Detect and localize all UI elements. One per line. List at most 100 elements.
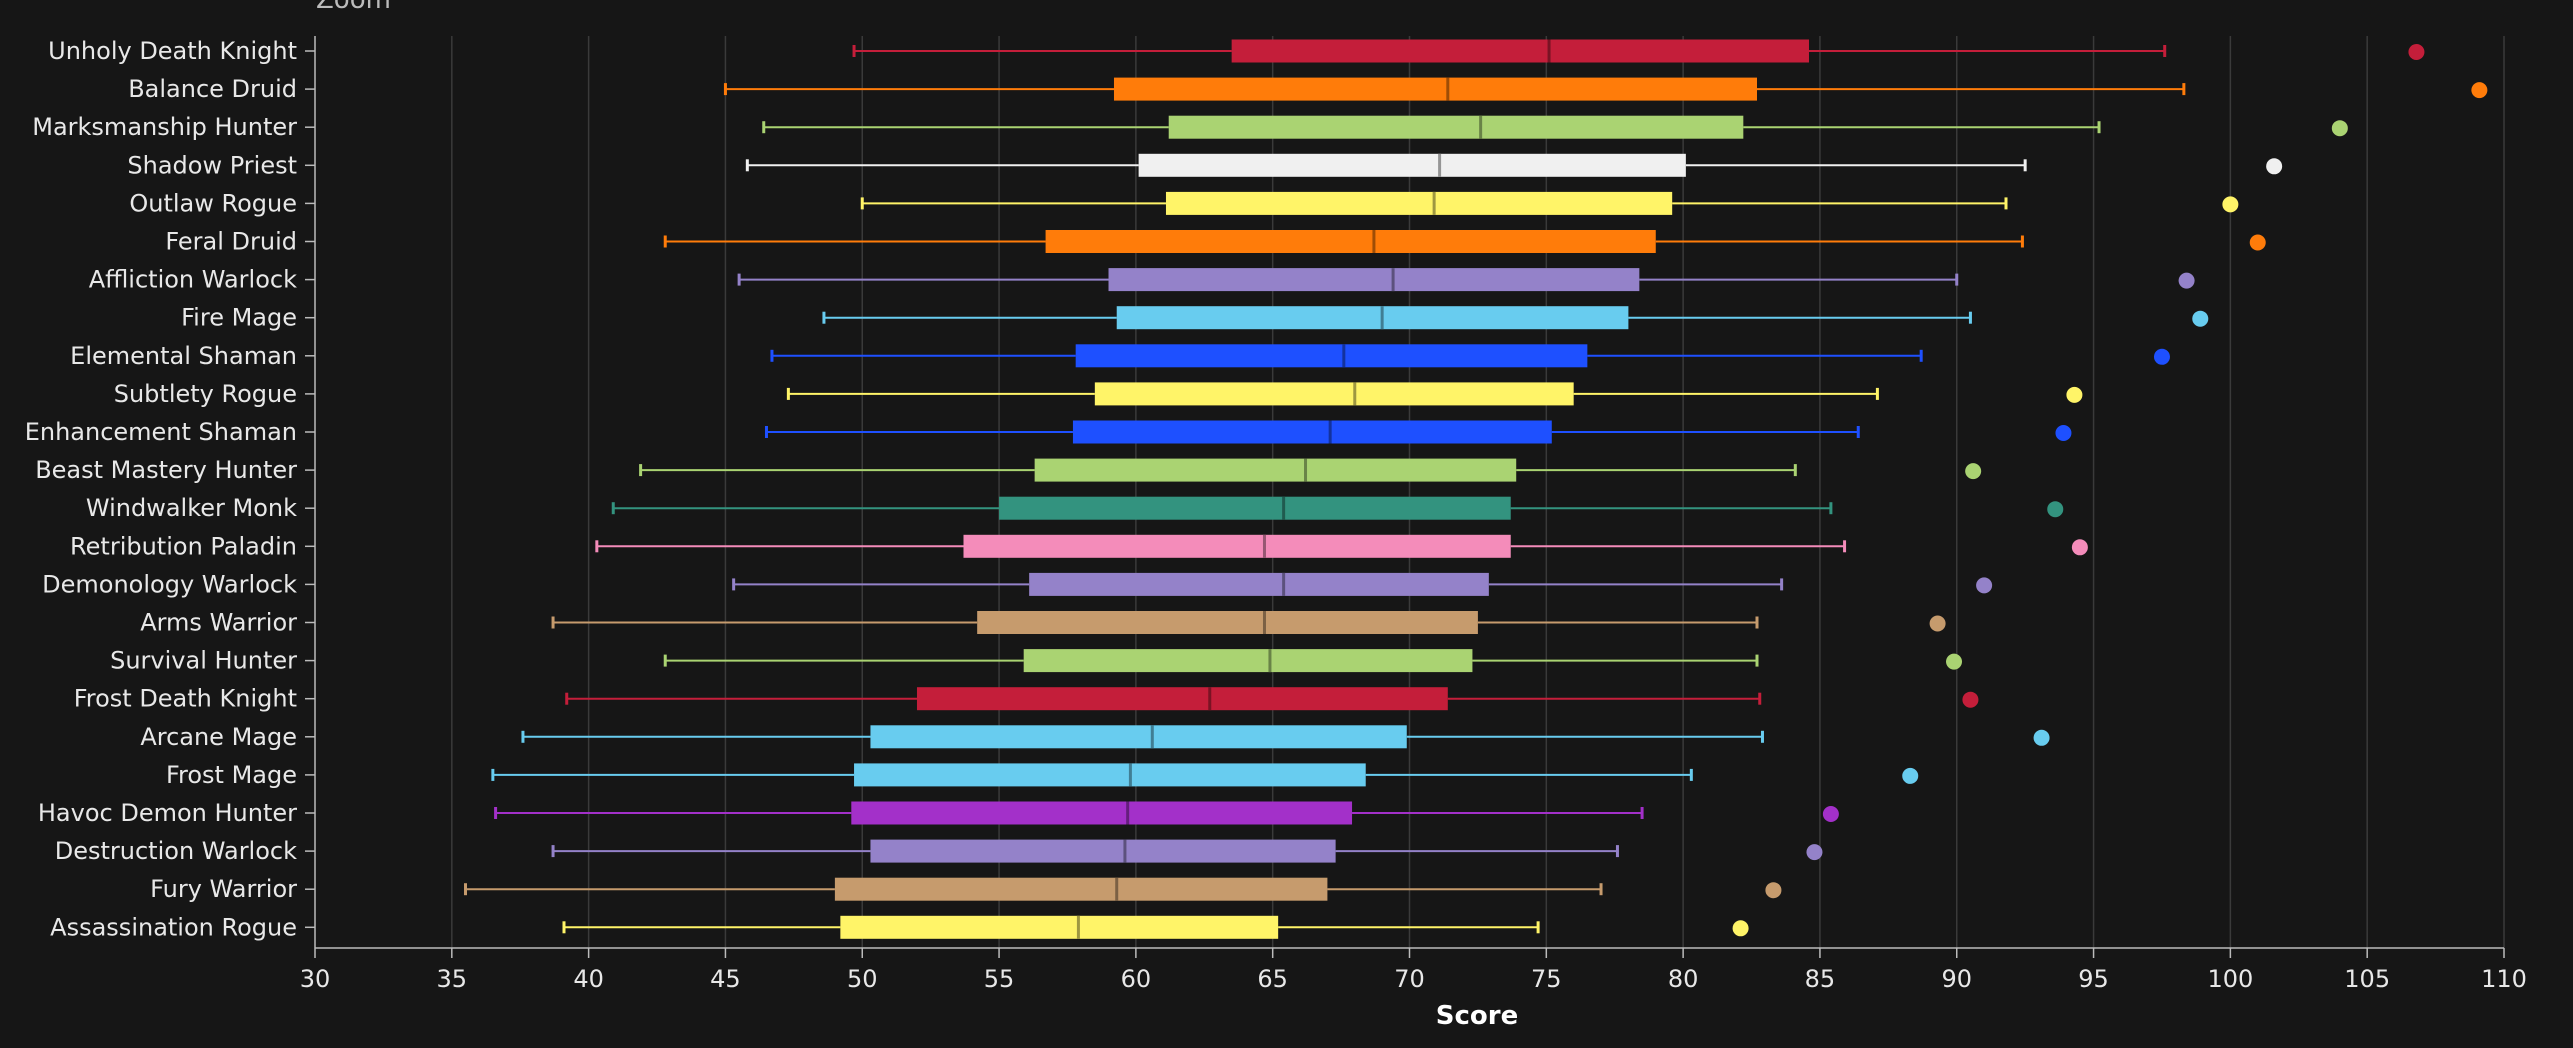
x-axis-title: Score xyxy=(1436,1001,1518,1031)
outlier-point[interactable] xyxy=(1976,577,1993,594)
box-fury-warrior[interactable] xyxy=(463,877,1782,901)
box-iqr xyxy=(999,496,1511,520)
box-survival-hunter[interactable] xyxy=(663,649,1963,673)
outlier-point[interactable] xyxy=(2222,196,2239,213)
box-iqr xyxy=(977,611,1478,634)
category-label-beast-mastery-hunter: Beast Mastery Hunter xyxy=(35,456,297,484)
outlier-point[interactable] xyxy=(1929,615,1946,632)
box-beast-mastery-hunter[interactable] xyxy=(639,458,1982,482)
box-havoc-demon-hunter[interactable] xyxy=(494,801,1839,825)
box-frost-mage[interactable] xyxy=(491,763,1919,787)
box-iqr xyxy=(870,839,1336,863)
category-label-shadow-priest: Shadow Priest xyxy=(127,151,297,179)
box-arcane-mage[interactable] xyxy=(521,725,2050,749)
outlier-point[interactable] xyxy=(1822,806,1839,822)
x-tick-label: 105 xyxy=(2344,965,2390,993)
outlier-point[interactable] xyxy=(2408,44,2425,60)
x-tick-label: 85 xyxy=(1805,965,1836,993)
box-iqr xyxy=(1072,420,1552,444)
grid-lines xyxy=(451,36,2505,948)
category-label-elemental-shaman: Elemental Shaman xyxy=(70,342,297,370)
outlier-point[interactable] xyxy=(2192,310,2209,327)
outlier-point[interactable] xyxy=(2066,386,2083,403)
outlier-point[interactable] xyxy=(1902,767,1919,784)
category-label-enhancement-shaman: Enhancement Shaman xyxy=(25,418,297,446)
box-windwalker-monk[interactable] xyxy=(611,496,2064,520)
box-outlaw-rogue[interactable] xyxy=(860,191,2239,215)
outlier-point[interactable] xyxy=(1732,920,1749,937)
outlier-point[interactable] xyxy=(1965,463,1982,480)
x-tick-label: 65 xyxy=(1257,965,1288,993)
outlier-point[interactable] xyxy=(2266,158,2283,175)
category-label-subtlety-rogue: Subtlety Rogue xyxy=(114,380,297,408)
box-demonology-warlock[interactable] xyxy=(732,572,1993,596)
category-label-affliction-warlock: Affliction Warlock xyxy=(89,266,297,294)
category-label-fury-warrior: Fury Warrior xyxy=(150,875,297,903)
zoom-label[interactable]: Zoom xyxy=(316,0,391,15)
outlier-point[interactable] xyxy=(2071,539,2088,556)
outlier-point[interactable] xyxy=(1962,691,1979,708)
category-label-outlaw-rogue: Outlaw Rogue xyxy=(129,189,297,217)
box-iqr xyxy=(834,877,1328,901)
category-labels: Unholy Death Knight Balance Druid Marksman… xyxy=(25,37,297,941)
category-label-frost-mage: Frost Mage xyxy=(166,761,297,789)
category-label-assassination-rogue: Assassination Rogue xyxy=(50,913,297,941)
box-destruction-warlock[interactable] xyxy=(551,839,1823,863)
box-retribution-paladin[interactable] xyxy=(595,534,2088,558)
box-iqr xyxy=(1034,458,1517,482)
category-label-arms-warrior: Arms Warrior xyxy=(140,609,297,637)
outlier-point[interactable] xyxy=(2331,120,2348,137)
outlier-point[interactable] xyxy=(1765,882,1782,899)
category-label-retribution-paladin: Retribution Paladin xyxy=(70,532,297,560)
x-tick-label: 95 xyxy=(2078,965,2109,993)
box-feral-druid[interactable] xyxy=(663,230,2266,253)
box-iqr xyxy=(870,725,1407,749)
x-tick-label: 75 xyxy=(1531,965,1562,993)
outlier-point[interactable] xyxy=(2055,425,2072,441)
box-iqr xyxy=(1108,268,1640,292)
x-tick-labels: 30 35 40 45 50 55 60 65 70 75 80 85 90 95 100 105 110 xyxy=(300,965,2527,993)
box-shadow-priest[interactable] xyxy=(745,153,2283,177)
x-tick-label: 30 xyxy=(300,965,331,993)
category-label-survival-hunter: Survival Hunter xyxy=(110,647,297,675)
box-subtlety-rogue[interactable] xyxy=(786,382,2083,406)
box-iqr xyxy=(1165,191,1673,215)
outlier-point[interactable] xyxy=(1946,653,1963,670)
outlier-point[interactable] xyxy=(2249,234,2266,251)
box-iqr xyxy=(1231,39,1809,63)
box-arms-warrior[interactable] xyxy=(551,611,1946,634)
category-label-frost-death-knight: Frost Death Knight xyxy=(74,685,297,713)
box-iqr xyxy=(1075,344,1588,368)
box-frost-death-knight[interactable] xyxy=(565,687,1979,711)
x-tick-label: 45 xyxy=(710,965,741,993)
box-iqr xyxy=(840,915,1279,939)
box-iqr xyxy=(1116,306,1629,330)
outlier-point[interactable] xyxy=(2047,501,2064,518)
box-iqr xyxy=(1168,115,1744,139)
box-assassination-rogue[interactable] xyxy=(562,915,1749,939)
box-enhancement-shaman[interactable] xyxy=(764,420,2072,444)
box-iqr xyxy=(854,763,1366,787)
outlier-point[interactable] xyxy=(2178,272,2195,289)
outlier-point[interactable] xyxy=(2153,348,2170,365)
box-balance-druid[interactable] xyxy=(723,77,2488,101)
box-elemental-shaman[interactable] xyxy=(770,344,2170,368)
category-label-destruction-warlock: Destruction Warlock xyxy=(55,837,297,865)
category-label-balance-druid: Balance Druid xyxy=(128,75,297,103)
box-marksmanship-hunter[interactable] xyxy=(762,115,2348,139)
x-tick-label: 40 xyxy=(573,965,604,993)
box-iqr xyxy=(1138,153,1686,177)
category-label-fire-mage: Fire Mage xyxy=(181,304,297,332)
x-tick-label: 80 xyxy=(1668,965,1699,993)
category-label-havoc-demon-hunter: Havoc Demon Hunter xyxy=(38,799,297,827)
outlier-point[interactable] xyxy=(2471,82,2488,99)
category-label-windwalker-monk: Windwalker Monk xyxy=(86,494,297,522)
outlier-point[interactable] xyxy=(2033,729,2050,746)
box-affliction-warlock[interactable] xyxy=(737,268,2195,292)
box-unholy-death-knight[interactable] xyxy=(852,39,2425,63)
box-fire-mage[interactable] xyxy=(822,306,2209,330)
category-label-unholy-death-knight: Unholy Death Knight xyxy=(48,37,297,65)
box-iqr xyxy=(1023,649,1473,673)
outlier-point[interactable] xyxy=(1806,844,1823,861)
